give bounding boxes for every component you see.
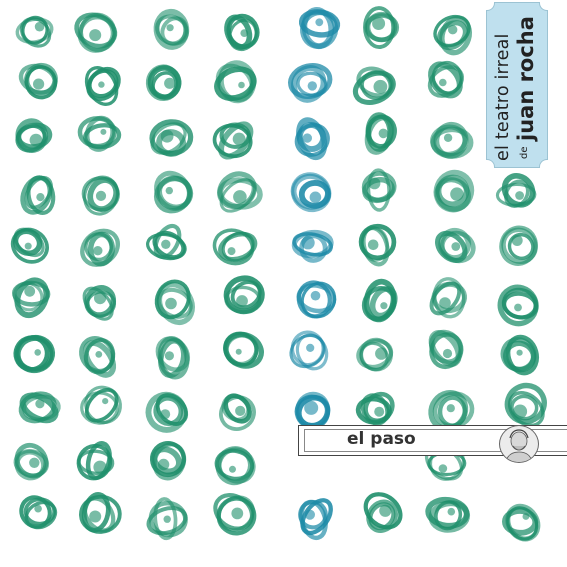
scribble-circle-icon [425, 496, 471, 533]
scribble-circle-icon [219, 393, 256, 431]
scribble-circle-icon [76, 441, 115, 481]
scribble-circle-icon [214, 446, 256, 486]
scribble-circle-icon [298, 498, 333, 541]
scribble-circle-icon [214, 60, 257, 104]
scribble-circle-icon [77, 115, 122, 152]
scribble-circle-icon [145, 64, 182, 102]
scribble-circle-icon [153, 170, 194, 214]
scribble-circle-icon [495, 172, 537, 208]
scribble-circle-icon [223, 275, 265, 315]
scribble-circle-icon [80, 385, 122, 425]
scribble-circle-icon [497, 284, 539, 327]
scribble-circle-icon [146, 223, 187, 261]
scribble-circle-icon [502, 503, 541, 542]
scribble-circle-icon [294, 117, 330, 161]
scribble-circle-icon [20, 175, 56, 215]
scribble-circle-icon [212, 121, 254, 160]
scribble-circle-icon [11, 277, 51, 319]
scribble-circle-icon [154, 279, 195, 325]
scribble-circle-icon [363, 6, 400, 49]
scribble-circle-icon [18, 391, 61, 424]
scribble-circle-icon [149, 119, 194, 157]
scribble-circle-icon [19, 495, 58, 530]
scribble-dots-grid [10, 6, 547, 542]
scribble-circle-icon [82, 285, 117, 321]
scribble-circle-icon [212, 228, 258, 266]
scribble-circle-icon [364, 112, 397, 155]
album-title: el paso [347, 429, 416, 449]
scribble-circle-icon [504, 382, 547, 428]
scribble-circle-icon [433, 169, 475, 213]
scribble-circle-icon [74, 12, 118, 53]
title-line-1: el teatro irreal [493, 33, 513, 161]
scribble-circle-icon [13, 334, 56, 374]
scribble-circle-icon [499, 225, 538, 266]
scribble-circle-icon [149, 441, 187, 481]
scribble-circle-icon [223, 331, 264, 369]
scribble-circle-icon [80, 228, 120, 267]
scribble-circle-icon [290, 172, 332, 213]
scribble-circle-icon [10, 227, 49, 264]
portrait-icon [499, 425, 539, 463]
scribble-circle-icon [18, 62, 58, 100]
scribble-circle-icon [153, 8, 190, 50]
scribble-circle-icon [358, 223, 397, 267]
scribble-circle-icon [217, 171, 263, 213]
scribble-circle-icon [363, 492, 403, 533]
scribble-circle-icon [291, 229, 334, 263]
scribble-circle-icon [84, 66, 121, 106]
scribble-circle-icon [352, 66, 396, 106]
scribble-circle-icon [361, 278, 398, 323]
scribble-circle-icon [500, 334, 540, 376]
scribble-circle-icon [15, 118, 53, 153]
scribble-circle-icon [294, 391, 331, 430]
scribble-circle-icon [428, 329, 464, 370]
scribble-circle-icon [155, 336, 191, 380]
scribble-circle-icon [427, 60, 465, 99]
scribble-circle-icon [145, 391, 189, 433]
scribble-circle-icon [298, 6, 341, 50]
scribble-circle-icon [13, 442, 50, 481]
scribble-circle-icon [146, 497, 188, 541]
scribble-circle-icon [430, 121, 474, 159]
scribble-circle-icon [429, 277, 468, 319]
scribble-circle-icon [15, 15, 54, 48]
scribble-circle-icon [356, 337, 394, 372]
scribble-circle-icon [79, 336, 117, 378]
title-label: el teatro irreal de juan rocha [486, 2, 548, 168]
artist-name: juan rocha [514, 16, 538, 141]
title-de: de [519, 146, 530, 160]
scribble-circle-icon [355, 391, 395, 426]
scribble-circle-icon [289, 330, 329, 371]
scribble-circle-icon [288, 63, 333, 103]
scribble-circle-icon [433, 14, 473, 56]
scribble-circle-icon [213, 493, 257, 536]
scribble-circle-icon [296, 280, 337, 319]
scribble-circle-icon [224, 13, 260, 52]
scribble-circle-icon [361, 168, 397, 212]
scribble-circle-icon [435, 227, 476, 264]
scribble-circle-icon [81, 175, 120, 216]
scribble-circle-icon [79, 492, 122, 534]
